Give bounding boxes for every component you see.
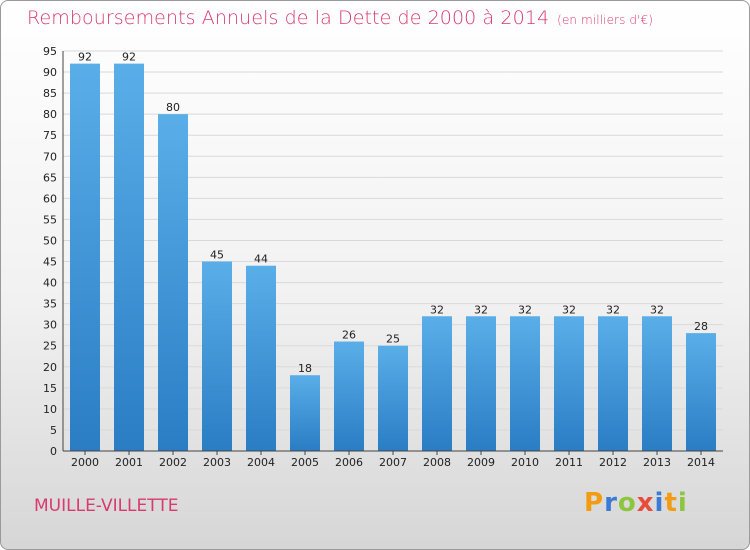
x-tick-label: 2009 <box>467 456 495 469</box>
proxiti-logo: Proxiti <box>584 488 688 518</box>
bar <box>510 316 540 451</box>
chart-unit-label: (en milliers d'€) <box>557 13 653 27</box>
y-tick-label: 80 <box>43 108 57 121</box>
x-tick-label: 2006 <box>335 456 363 469</box>
data-label: 32 <box>430 303 444 316</box>
x-tick-label: 2004 <box>247 456 275 469</box>
data-label: 92 <box>122 51 136 64</box>
y-tick-label: 10 <box>43 403 57 416</box>
data-label: 18 <box>298 362 312 375</box>
data-labels: 92 92 80 45 44 18 26 25 32 32 32 32 32 32 28 <box>78 51 708 376</box>
chart-title: Remboursements Annuels de la Dette de 20… <box>27 7 653 29</box>
y-tick-label: 75 <box>43 129 57 142</box>
x-tick-label: 2007 <box>379 456 407 469</box>
bar <box>422 316 452 451</box>
y-tick-label: 15 <box>43 382 57 395</box>
y-tick-label: 45 <box>43 256 57 269</box>
x-tick-label: 2014 <box>687 456 715 469</box>
bar <box>158 114 188 451</box>
y-tick-label: 95 <box>43 45 57 58</box>
bar <box>554 316 584 451</box>
data-label: 80 <box>166 101 180 114</box>
x-tick-label: 2010 <box>511 456 539 469</box>
data-label: 32 <box>518 303 532 316</box>
x-tick-label: 2013 <box>643 456 671 469</box>
logo-letter: i <box>654 488 665 518</box>
bar <box>70 63 100 451</box>
x-tick-label: 2005 <box>291 456 319 469</box>
y-tick-label: 20 <box>43 361 57 374</box>
bar <box>334 341 364 451</box>
bar <box>642 316 672 451</box>
bar <box>598 316 628 451</box>
data-label: 32 <box>474 303 488 316</box>
y-tick-label: 55 <box>43 213 57 226</box>
data-label: 32 <box>650 303 664 316</box>
data-label: 32 <box>606 303 620 316</box>
logo-letter: x <box>636 488 655 518</box>
y-tick-label: 60 <box>43 192 57 205</box>
y-tick-label: 70 <box>43 150 57 163</box>
y-tick-label: 65 <box>43 171 57 184</box>
logo-letter: t <box>664 488 678 518</box>
data-label: 92 <box>78 51 92 64</box>
x-tick-label: 2003 <box>203 456 231 469</box>
logo-letter: i <box>677 488 688 518</box>
x-tick-label: 2008 <box>423 456 451 469</box>
bar <box>202 261 232 451</box>
data-label: 44 <box>254 253 268 266</box>
y-tick-label: 50 <box>43 234 57 247</box>
x-tick-label: 2000 <box>71 456 99 469</box>
y-tick-label: 35 <box>43 298 57 311</box>
bar <box>290 375 320 451</box>
y-tick-label: 40 <box>43 277 57 290</box>
y-tick-label: 85 <box>43 87 57 100</box>
y-tick-label: 30 <box>43 319 57 332</box>
x-tick-label: 2012 <box>599 456 627 469</box>
bar <box>378 345 408 451</box>
axes: 0 5 10 15 20 25 30 35 40 45 50 55 60 65 70 75 80 85 90 95 20… <box>43 45 723 469</box>
city-name: MUILLE-VILLETTE <box>34 496 179 516</box>
data-label: 26 <box>342 329 356 342</box>
y-tick-label: 0 <box>50 445 57 458</box>
data-label: 25 <box>386 333 400 346</box>
bar <box>686 333 716 451</box>
y-tick-label: 25 <box>43 340 57 353</box>
logo-letter: P <box>584 488 605 518</box>
y-tick-label: 5 <box>50 424 57 437</box>
data-label: 45 <box>210 249 224 262</box>
x-tick-label: 2002 <box>159 456 187 469</box>
logo-letter: o <box>617 488 637 518</box>
bars <box>70 63 716 451</box>
data-label: 28 <box>694 320 708 333</box>
y-tick-label: 90 <box>43 66 57 79</box>
chart-title-text: Remboursements Annuels de la Dette de 20… <box>27 7 550 29</box>
x-tick-label: 2011 <box>555 456 583 469</box>
logo-letter: r <box>604 488 618 518</box>
bar <box>114 63 144 451</box>
bar <box>246 265 276 451</box>
data-label: 32 <box>562 303 576 316</box>
x-tick-label: 2001 <box>115 456 143 469</box>
bar <box>466 316 496 451</box>
